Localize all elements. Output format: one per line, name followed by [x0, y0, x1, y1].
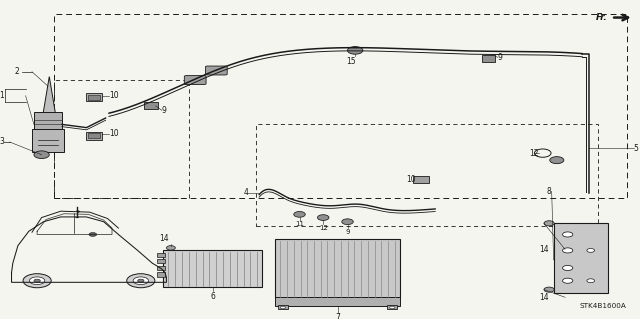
- Polygon shape: [43, 77, 56, 115]
- Text: 1: 1: [0, 91, 4, 100]
- Text: 2: 2: [15, 67, 19, 76]
- Text: 10: 10: [109, 91, 118, 100]
- Bar: [157, 253, 165, 257]
- Text: Fr.: Fr.: [596, 13, 608, 22]
- Circle shape: [390, 306, 395, 309]
- Circle shape: [563, 232, 573, 237]
- Circle shape: [317, 215, 329, 220]
- Text: 7: 7: [335, 313, 340, 319]
- Circle shape: [34, 279, 40, 282]
- Text: 12: 12: [319, 225, 328, 231]
- Bar: [157, 259, 165, 263]
- Circle shape: [280, 306, 285, 309]
- Text: 9: 9: [345, 229, 350, 235]
- Circle shape: [563, 265, 573, 271]
- Text: 14: 14: [540, 245, 549, 254]
- Bar: [86, 132, 102, 140]
- Text: 6: 6: [211, 292, 215, 301]
- Bar: [482, 55, 495, 62]
- Bar: [413, 176, 429, 183]
- Text: 11: 11: [295, 221, 304, 227]
- Circle shape: [544, 221, 554, 226]
- Circle shape: [342, 219, 353, 225]
- Text: 12: 12: [529, 149, 539, 158]
- Bar: [88, 133, 100, 138]
- Text: 10: 10: [406, 175, 416, 184]
- Bar: [387, 305, 397, 309]
- Bar: [256, 124, 598, 226]
- Text: 14: 14: [540, 293, 549, 302]
- Circle shape: [544, 287, 554, 292]
- Text: 9: 9: [498, 53, 503, 62]
- Bar: [32, 129, 64, 152]
- Circle shape: [587, 279, 595, 283]
- Bar: [54, 14, 627, 198]
- Bar: [157, 266, 165, 270]
- Bar: [86, 93, 102, 101]
- Circle shape: [34, 151, 49, 159]
- Bar: [88, 95, 100, 100]
- Text: 15: 15: [346, 57, 356, 66]
- Text: 5: 5: [634, 144, 639, 153]
- FancyBboxPatch shape: [205, 66, 227, 75]
- Text: STK4B1600A: STK4B1600A: [579, 303, 626, 309]
- Bar: [34, 112, 62, 129]
- FancyBboxPatch shape: [184, 76, 206, 85]
- Text: 10: 10: [109, 130, 118, 138]
- Circle shape: [587, 249, 595, 252]
- Bar: [554, 223, 608, 293]
- Bar: [144, 102, 158, 109]
- Circle shape: [29, 277, 45, 285]
- Text: 4: 4: [243, 189, 248, 197]
- Bar: [275, 239, 400, 298]
- Bar: [157, 272, 165, 277]
- Circle shape: [127, 274, 155, 288]
- Bar: [163, 250, 262, 287]
- Text: 8: 8: [547, 187, 552, 196]
- Circle shape: [563, 248, 573, 253]
- Circle shape: [166, 246, 175, 250]
- Circle shape: [563, 278, 573, 283]
- Circle shape: [138, 279, 144, 282]
- Circle shape: [348, 47, 363, 54]
- Circle shape: [133, 277, 148, 285]
- Circle shape: [89, 233, 97, 236]
- Bar: [278, 305, 288, 309]
- Circle shape: [550, 157, 564, 164]
- Bar: [54, 80, 189, 198]
- Text: 3: 3: [0, 137, 4, 146]
- Circle shape: [294, 211, 305, 217]
- Text: 9: 9: [162, 106, 167, 115]
- Text: 14: 14: [159, 234, 169, 243]
- Bar: [275, 297, 400, 306]
- Circle shape: [23, 274, 51, 288]
